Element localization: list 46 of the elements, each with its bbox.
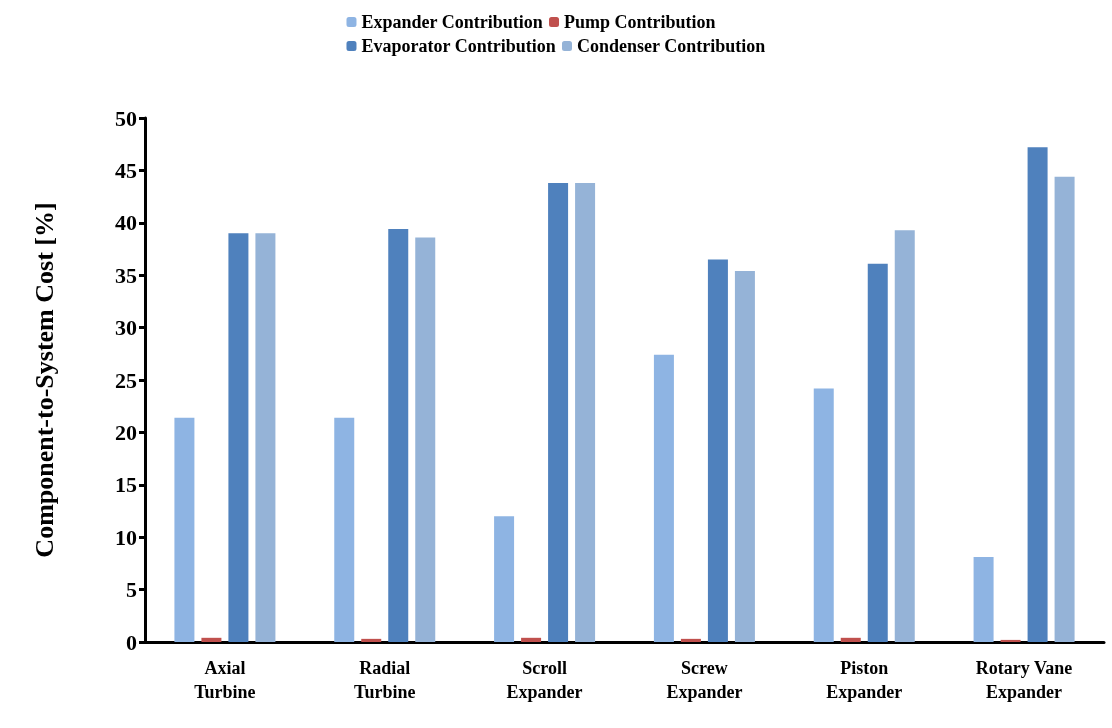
bar	[415, 237, 436, 642]
bar	[653, 354, 674, 642]
bar	[548, 182, 569, 642]
y-tick-label: 20	[115, 419, 137, 445]
x-tick-label: Axial Turbine	[194, 658, 256, 702]
legend-label: Condenser Contribution	[576, 36, 766, 56]
bar	[361, 638, 382, 642]
bar	[1054, 176, 1075, 642]
x-tick-label: Scroll Expander	[506, 658, 583, 702]
y-tick-label: 10	[115, 524, 137, 550]
x-tick-label: Radial Turbine	[354, 658, 416, 702]
y-tick-label: 35	[115, 262, 137, 288]
bar	[575, 182, 596, 642]
y-axis-title: Component-to-System Cost [%]	[29, 202, 59, 558]
legend-label: Evaporator Contribution	[361, 36, 556, 56]
y-tick-label: 15	[115, 472, 137, 498]
bar	[1027, 147, 1048, 642]
y-tick-label: 30	[115, 315, 137, 341]
bar	[494, 516, 515, 642]
y-tick-label: 0	[126, 629, 137, 655]
bar	[680, 638, 701, 642]
bar	[1000, 639, 1021, 642]
bar	[894, 230, 915, 642]
y-tick-label: 40	[115, 210, 137, 236]
bar	[255, 233, 276, 642]
y-tick-label: 5	[126, 577, 137, 603]
bar	[867, 263, 888, 642]
bar	[174, 417, 195, 642]
bar	[388, 229, 409, 642]
bar	[973, 557, 994, 642]
bar	[521, 637, 542, 642]
bar	[840, 637, 861, 642]
bar	[334, 417, 355, 642]
y-tick-label: 45	[115, 157, 137, 183]
bar	[813, 388, 834, 642]
y-tick-label: 25	[115, 367, 137, 393]
legend-label: Expander Contribution	[361, 12, 543, 32]
x-tick-label: Rotary Vane Expander	[975, 658, 1073, 702]
bar	[201, 637, 222, 642]
bar	[734, 271, 755, 642]
x-tick-label: Screw Expander	[666, 658, 743, 702]
x-tick-label: Piston Expander	[826, 658, 903, 702]
y-tick-label: 50	[115, 105, 137, 131]
bar	[228, 233, 249, 642]
legend-label: Pump Contribution	[564, 12, 716, 32]
bar	[707, 259, 728, 642]
